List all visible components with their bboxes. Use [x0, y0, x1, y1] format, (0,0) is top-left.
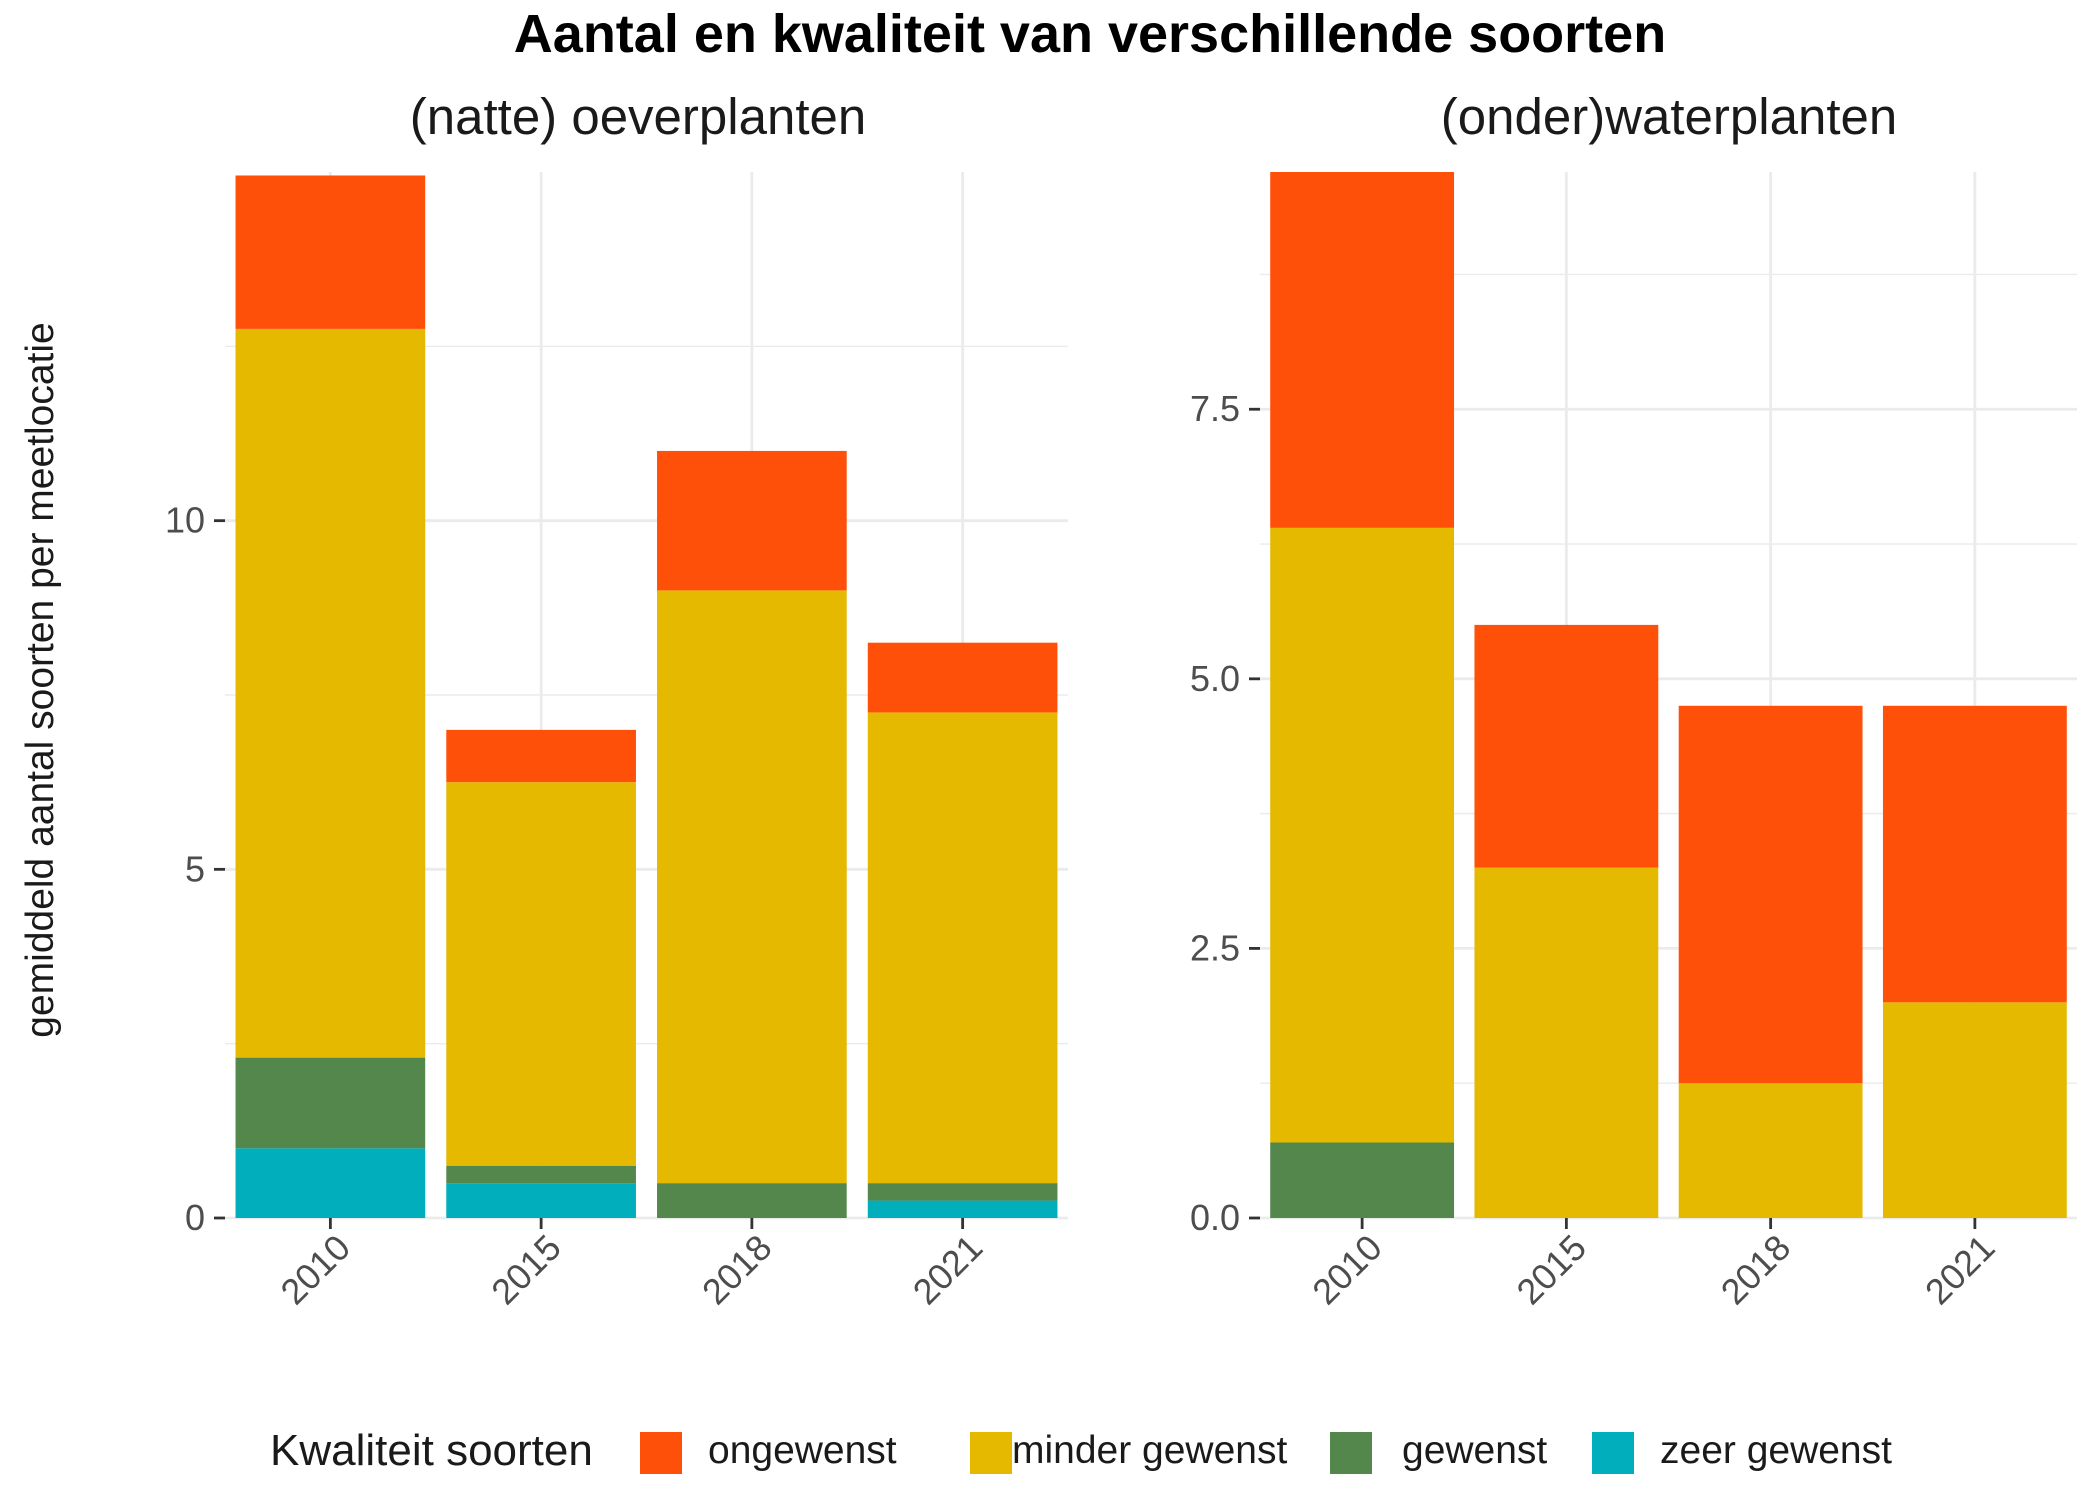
- bar-2015-gewenst: [446, 1165, 636, 1184]
- bar-2010-gewenst: [1270, 1142, 1455, 1218]
- bar-2021-ongewenst: [1882, 705, 2067, 1003]
- bar-2010-gewenst: [235, 1057, 426, 1149]
- panel-title-waterplanten: (onder)waterplanten: [1441, 88, 1897, 145]
- legend-item-minder-gewenst: minder gewenst: [970, 1429, 1287, 1474]
- y-tick-label: 10: [165, 500, 205, 541]
- bar-2018-ongewenst: [1678, 705, 1863, 1084]
- x-tick-label: 2015: [1508, 1227, 1594, 1313]
- bar-2018-minder-gewenst: [1678, 1083, 1863, 1218]
- bar-2021-minder-gewenst: [867, 712, 1058, 1184]
- legend-swatch-zeer-gewenst: [1592, 1432, 1634, 1474]
- bar-2021-minder-gewenst: [1882, 1002, 2067, 1218]
- panel-title-oeverplanten: (natte) oeverplanten: [410, 88, 866, 145]
- panel-oeverplanten: (natte) oeverplanten 0 5 10 2010 2015 2018 202…: [165, 88, 1068, 1312]
- bar-2018-ongewenst: [657, 450, 847, 591]
- legend-item-ongewenst: ongewenst: [640, 1429, 897, 1474]
- bar-2010-minder-gewenst: [235, 328, 426, 1058]
- bar-2015-minder-gewenst: [1474, 867, 1659, 1218]
- y-tick-label: 0: [185, 1197, 205, 1238]
- bar-2015-ongewenst: [446, 729, 636, 783]
- y-tick-label: 7.5: [1190, 388, 1240, 429]
- bar-2015-ongewenst: [1474, 624, 1659, 868]
- x-tick-label: 2021: [905, 1227, 991, 1313]
- bar-2010-zeer-gewenst: [235, 1148, 426, 1218]
- legend-swatch-minder-gewenst: [970, 1432, 1012, 1474]
- bars: [235, 175, 1058, 1218]
- legend-title: Kwaliteit soorten: [270, 1426, 593, 1475]
- legend-swatch-ongewenst: [640, 1432, 682, 1474]
- bar-2021-ongewenst: [867, 642, 1058, 713]
- legend-swatch-gewenst: [1330, 1432, 1372, 1474]
- x-axis: 2010 2015 2018 2021: [1304, 1218, 2003, 1313]
- bar-2010-ongewenst: [235, 175, 426, 329]
- y-tick-label: 0.0: [1190, 1197, 1240, 1238]
- legend: Kwaliteit soorten ongewenst minder gewen…: [270, 1426, 1892, 1475]
- chart-title: Aantal en kwaliteit van verschillende so…: [514, 4, 1666, 64]
- legend-label-ongewenst: ongewenst: [708, 1429, 897, 1472]
- legend-label-gewenst: gewenst: [1402, 1429, 1547, 1472]
- y-tick-label: 5: [185, 848, 205, 889]
- legend-label-minder-gewenst: minder gewenst: [1012, 1429, 1287, 1472]
- x-tick-label: 2010: [272, 1227, 358, 1313]
- bar-2015-minder-gewenst: [446, 782, 636, 1166]
- bar-2018-minder-gewenst: [657, 590, 847, 1184]
- y-tick-label: 2.5: [1190, 927, 1240, 968]
- bars: [1270, 172, 2067, 1218]
- bar-2010-ongewenst: [1270, 172, 1455, 528]
- x-tick-label: 2018: [694, 1227, 780, 1313]
- x-tick-label: 2018: [1713, 1227, 1799, 1313]
- bar-2021-gewenst: [867, 1183, 1058, 1201]
- legend-item-zeer-gewenst: zeer gewenst: [1592, 1429, 1892, 1474]
- legend-item-gewenst: gewenst: [1330, 1429, 1547, 1474]
- bar-2018-gewenst: [657, 1183, 847, 1218]
- y-axis: 0.0 2.5 5.0 7.5: [1190, 388, 1260, 1238]
- bar-2021-zeer-gewenst: [867, 1200, 1058, 1218]
- x-tick-label: 2015: [483, 1227, 569, 1313]
- y-axis-title: gemiddeld aantal soorten per meetlocatie: [19, 322, 62, 1037]
- bar-2015-zeer-gewenst: [446, 1183, 636, 1218]
- x-tick-label: 2021: [1917, 1227, 2003, 1313]
- x-tick-label: 2010: [1304, 1227, 1390, 1313]
- y-tick-label: 5.0: [1190, 658, 1240, 699]
- y-axis: 0 5 10: [165, 500, 225, 1238]
- panel-waterplanten: (onder)waterplanten 0.0 2.5 5.0 7.5 2010 2015…: [1190, 88, 2077, 1312]
- bar-2010-minder-gewenst: [1270, 527, 1455, 1143]
- x-axis: 2010 2015 2018 2021: [272, 1218, 990, 1312]
- legend-label-zeer-gewenst: zeer gewenst: [1660, 1429, 1892, 1472]
